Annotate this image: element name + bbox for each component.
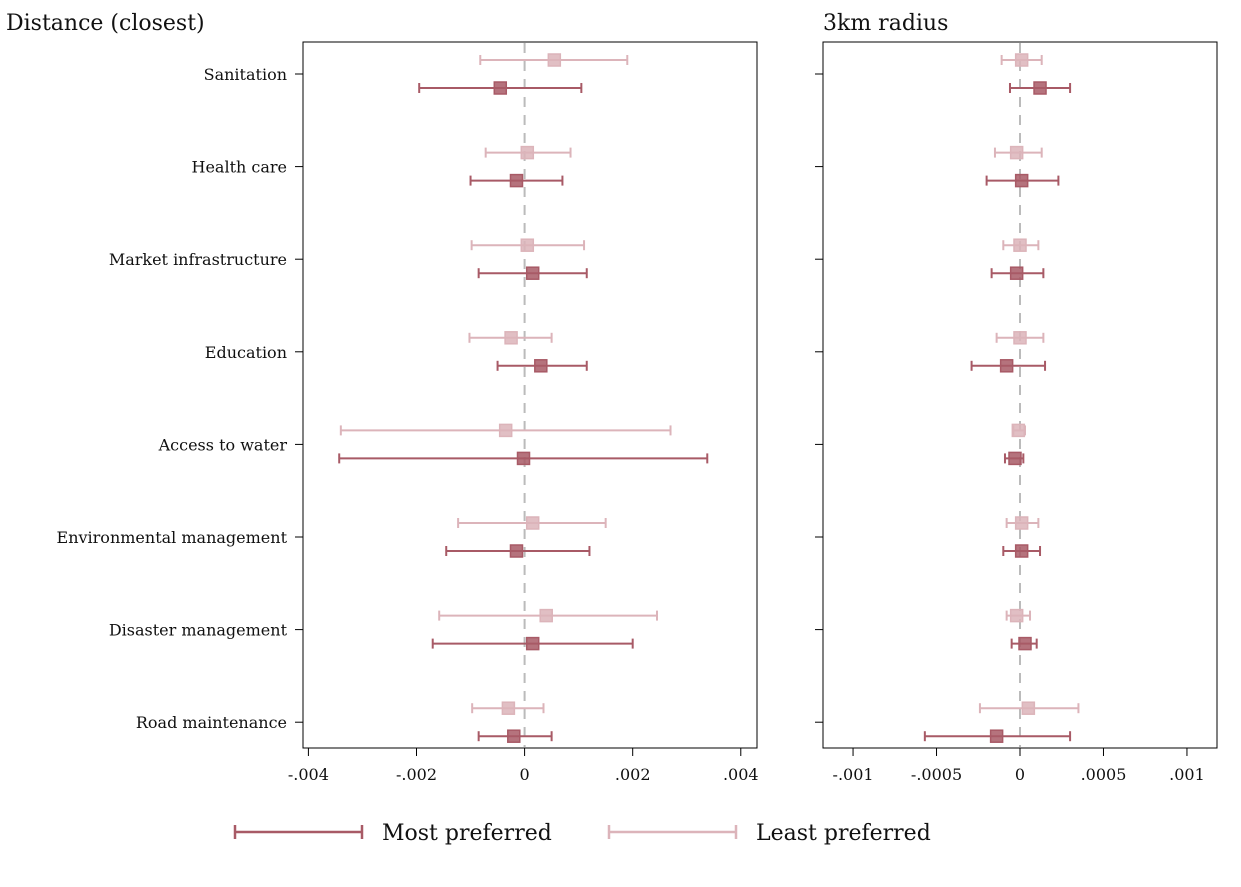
legend-label-least: Least preferred <box>756 821 931 846</box>
category-label: Environmental management <box>57 528 288 547</box>
least-preferred-point <box>1021 701 1036 715</box>
x-tick-label: 0 <box>1015 765 1025 784</box>
least-preferred-point <box>547 53 562 67</box>
least-preferred-point <box>520 145 535 160</box>
least-preferred-point <box>1013 331 1027 345</box>
category-label: Sanitation <box>204 65 287 84</box>
most-preferred-point <box>999 359 1014 373</box>
category-label: Market infrastructure <box>109 250 287 269</box>
x-tick-label: -.001 <box>833 765 874 784</box>
least-preferred-point <box>1014 516 1029 530</box>
most-preferred-point <box>516 451 531 466</box>
x-tick-label: -.0005 <box>911 765 962 784</box>
least-preferred-point <box>1014 53 1029 67</box>
category-label: Health care <box>191 158 287 177</box>
x-tick-label: .004 <box>723 765 759 784</box>
most-preferred-point <box>507 729 521 743</box>
most-preferred-point <box>534 359 548 373</box>
panel-title: 3km radius <box>823 11 948 36</box>
plot-frame <box>302 41 758 749</box>
x-tick-label: .0005 <box>1081 765 1127 784</box>
most-preferred-point <box>1009 266 1024 280</box>
most-preferred-point <box>989 729 1004 743</box>
least-preferred-point <box>501 701 516 715</box>
most-preferred-point <box>493 81 508 95</box>
x-tick-label: .001 <box>1169 765 1205 784</box>
most-preferred-point <box>1014 544 1029 558</box>
x-tick-label: .002 <box>615 765 651 784</box>
category-label: Disaster management <box>109 621 288 640</box>
x-tick-label: -.002 <box>396 765 437 784</box>
least-preferred-point <box>1009 145 1024 160</box>
least-preferred-point <box>504 331 518 345</box>
most-preferred-point <box>509 544 524 558</box>
least-preferred-point <box>539 608 553 623</box>
category-label: Access to water <box>158 435 288 454</box>
least-preferred-point <box>525 516 540 530</box>
least-preferred-point <box>1013 238 1027 252</box>
most-preferred-point <box>1008 451 1022 466</box>
least-preferred-point <box>1009 608 1024 623</box>
category-label: Road maintenance <box>136 713 287 732</box>
most-preferred-point <box>1033 81 1047 95</box>
panel-title: Distance (closest) <box>6 11 205 36</box>
least-preferred-point <box>520 238 535 252</box>
x-tick-label: -.004 <box>288 765 329 784</box>
most-preferred-point <box>1014 173 1029 188</box>
least-preferred-point <box>498 423 513 438</box>
least-preferred-point <box>1011 423 1026 438</box>
most-preferred-point <box>525 266 540 280</box>
category-label: Education <box>205 343 287 362</box>
most-preferred-point <box>1018 636 1032 651</box>
legend-label-most: Most preferred <box>382 821 552 846</box>
x-tick-label: 0 <box>520 765 530 784</box>
most-preferred-point <box>509 173 524 188</box>
most-preferred-point <box>525 636 540 651</box>
